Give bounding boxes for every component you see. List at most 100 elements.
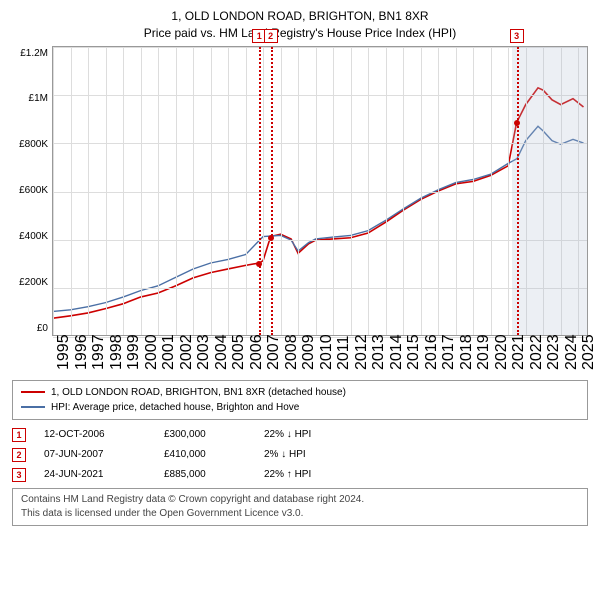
x-tick-label: 2008 [283, 334, 301, 370]
grid-line-v [351, 47, 352, 335]
chart-container: 1, OLD LONDON ROAD, BRIGHTON, BN1 8XR Pr… [0, 0, 600, 534]
x-tick-label: 2001 [160, 334, 178, 370]
grid-line-v [158, 47, 159, 335]
grid-line-v [211, 47, 212, 335]
grid-line-v [263, 47, 264, 335]
y-tick-label: £1M [29, 93, 48, 104]
x-tick-label: 2006 [248, 334, 266, 370]
y-tick-label: £200K [19, 277, 48, 288]
footer-line1: Contains HM Land Registry data © Crown c… [21, 493, 579, 507]
marker-line-3 [517, 47, 519, 335]
grid-line-h [53, 143, 587, 144]
y-tick-label: £1.2M [20, 48, 48, 59]
transaction-marker: 2 [12, 448, 26, 462]
transaction-marker: 1 [12, 428, 26, 442]
legend-row: 1, OLD LONDON ROAD, BRIGHTON, BN1 8XR (d… [21, 385, 579, 400]
x-tick-label: 2015 [405, 334, 423, 370]
x-tick-label: 2000 [143, 334, 161, 370]
grid-line-h [53, 240, 587, 241]
grid-line-v [228, 47, 229, 335]
x-tick-label: 1997 [90, 334, 108, 370]
y-tick-label: £0 [37, 323, 48, 334]
x-tick-label: 1995 [55, 334, 73, 370]
x-tick-label: 2020 [493, 334, 511, 370]
legend-label: 1, OLD LONDON ROAD, BRIGHTON, BN1 8XR (d… [51, 387, 346, 398]
grid-line-v [193, 47, 194, 335]
legend-row: HPI: Average price, detached house, Brig… [21, 400, 579, 415]
x-tick-label: 2013 [370, 334, 388, 370]
grid-line-v [123, 47, 124, 335]
x-tick-label: 2025 [580, 334, 598, 370]
x-tick-label: 2002 [178, 334, 196, 370]
grid-line-h [53, 192, 587, 193]
grid-line-v [403, 47, 404, 335]
x-tick-label: 2010 [318, 334, 336, 370]
grid-line-h [53, 47, 587, 48]
grid-line-v [88, 47, 89, 335]
grid-line-v [473, 47, 474, 335]
title-line1: 1, OLD LONDON ROAD, BRIGHTON, BN1 8XR [12, 8, 588, 25]
x-tick-label: 2003 [195, 334, 213, 370]
grid-line-v [281, 47, 282, 335]
transaction-price: £885,000 [164, 469, 264, 480]
grid-line-v [491, 47, 492, 335]
legend-label: HPI: Average price, detached house, Brig… [51, 402, 299, 413]
x-tick-label: 2007 [265, 334, 283, 370]
y-tick-label: £600K [19, 185, 48, 196]
grid-line-h [53, 288, 587, 289]
legend-box: 1, OLD LONDON ROAD, BRIGHTON, BN1 8XR (d… [12, 380, 588, 420]
x-tick-label: 2024 [563, 334, 581, 370]
x-tick-label: 1996 [73, 334, 91, 370]
y-tick-label: £400K [19, 231, 48, 242]
transactions-table: 112-OCT-2006£300,00022% ↓ HPI 2 07-JUN-200… [12, 428, 588, 482]
x-tick-label: 1998 [108, 334, 126, 370]
transaction-marker: 3 [12, 468, 26, 482]
x-tick-label: 2004 [213, 334, 231, 370]
x-tick-label: 2018 [458, 334, 476, 370]
footer-box: Contains HM Land Registry data © Crown c… [12, 488, 588, 526]
series-property [53, 87, 584, 317]
marker-line-2 [271, 47, 273, 335]
transaction-diff: 2% ↓ HPI [264, 449, 364, 460]
title-block: 1, OLD LONDON ROAD, BRIGHTON, BN1 8XR Pr… [12, 8, 588, 42]
x-tick-label: 2022 [528, 334, 546, 370]
marker-box-2: 2 [264, 29, 278, 43]
x-tick-label: 2019 [475, 334, 493, 370]
x-axis-wrap: 1995199619971998199920002001200220032004… [12, 340, 588, 374]
grid-line-v [508, 47, 509, 335]
x-tick-label: 2005 [230, 334, 248, 370]
x-tick-label: 2023 [545, 334, 563, 370]
marker-dot-1 [256, 261, 262, 267]
marker-dot-2 [268, 235, 274, 241]
legend-swatch [21, 406, 45, 408]
transaction-date: 24-JUN-2021 [44, 469, 164, 480]
plot-area: 123 [52, 46, 588, 336]
transaction-row: 112-OCT-2006£300,00022% ↓ HPI [12, 428, 588, 442]
transaction-diff: 22% ↓ HPI [264, 429, 364, 440]
title-line2: Price paid vs. HM Land Registry's House … [12, 25, 588, 42]
grid-line-v [438, 47, 439, 335]
transaction-row: 2 07-JUN-2007£410,0002% ↓ HPI [12, 448, 588, 462]
grid-line-v [316, 47, 317, 335]
transaction-price: £410,000 [164, 449, 264, 460]
x-tick-label: 2011 [335, 335, 353, 369]
x-tick-label: 1999 [125, 334, 143, 370]
footer-line2: This data is licensed under the Open Gov… [21, 507, 579, 521]
grid-line-v [333, 47, 334, 335]
transaction-diff: 22% ↑ HPI [264, 469, 364, 480]
grid-line-v [71, 47, 72, 335]
legend-swatch [21, 391, 45, 393]
x-tick-label: 2009 [300, 334, 318, 370]
transaction-row: 3 24-JUN-2021£885,00022% ↑ HPI [12, 468, 588, 482]
transaction-date: 07-JUN-2007 [44, 449, 164, 460]
x-tick-label: 2014 [388, 334, 406, 370]
grid-line-v [141, 47, 142, 335]
marker-dot-3 [514, 120, 520, 126]
series-svg [53, 47, 587, 335]
grid-line-v [421, 47, 422, 335]
grid-line-v [176, 47, 177, 335]
transaction-price: £300,000 [164, 429, 264, 440]
series-hpi [53, 126, 584, 311]
grid-line-v [368, 47, 369, 335]
grid-line-v [386, 47, 387, 335]
